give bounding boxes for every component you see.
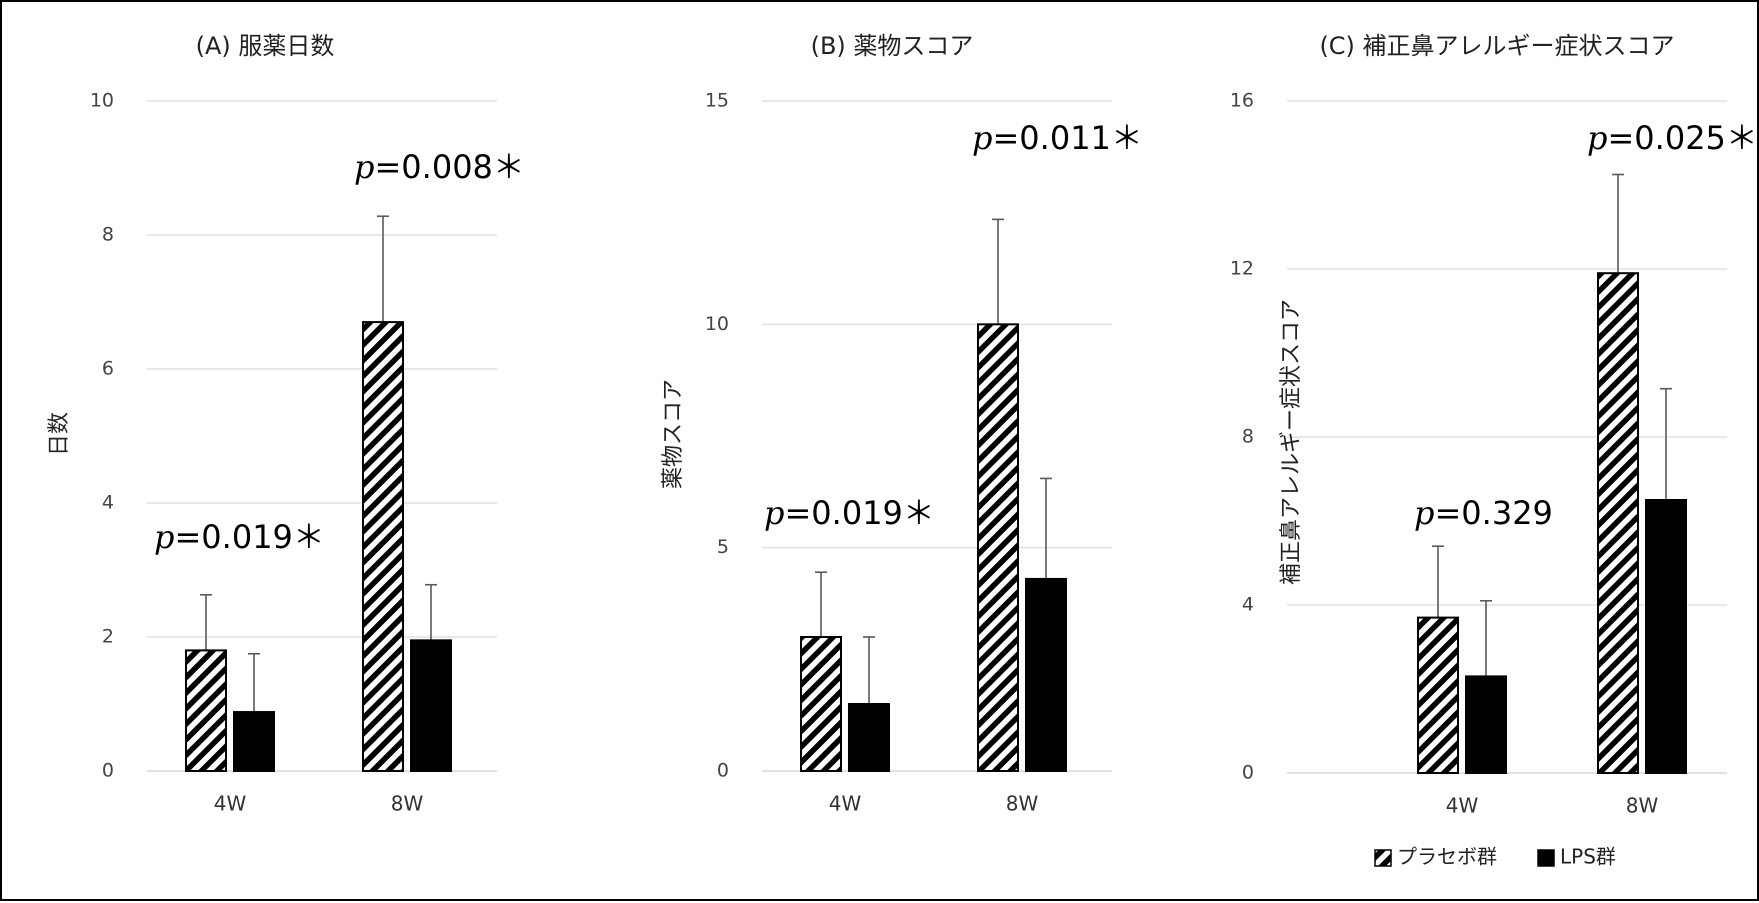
p-value-annotation: p=0.008＊ [354,148,525,187]
p-value-text: =0.019＊ [174,518,324,556]
x-tick-label: 4W [214,792,247,816]
chart-title: (C) 補正鼻アレルギー症状スコア [1319,32,1674,60]
legend-swatch-placebo [1374,849,1392,867]
bar-placebo [362,321,404,772]
bar-lps [1025,577,1067,773]
p-value-annotation: p=0.025＊ [1587,119,1758,158]
p-value-text: =0.019＊ [784,494,934,532]
chart-title: (A) 服薬日数 [196,32,335,60]
p-value-annotation: p=0.329 [1414,494,1553,533]
y-tick-label: 5 [717,536,729,558]
legend-label: LPS群 [1560,845,1616,869]
bars-layer [185,173,1687,775]
bar-placebo [1417,616,1459,774]
legend: プラセボ群 LPS群 [1374,845,1616,869]
legend-label: プラセボ群 [1397,845,1497,869]
y-tick-label: 0 [102,760,114,782]
x-tick-label: 8W [1626,794,1659,818]
y-axis-label: 補正鼻アレルギー症状スコア [1279,299,1304,585]
y-tick-label: 12 [1230,258,1254,280]
bar-placebo [977,323,1019,772]
y-tick-label: 0 [717,760,729,782]
p-value-annotation: p=0.019＊ [764,494,935,533]
y-axis-label: 薬物スコア [661,379,686,489]
y-tick-label: 6 [102,358,114,380]
p-symbol: p [972,119,992,157]
bar-lps [233,711,275,772]
x-tick-label: 4W [829,792,862,816]
y-tick-label: 4 [102,492,114,514]
x-tick-label: 4W [1446,794,1479,818]
y-tick-label: 8 [102,224,114,246]
y-tick-label: 10 [705,313,729,335]
bar-lps [410,639,452,772]
bar-lps [1645,499,1687,774]
p-value-text: =0.011＊ [992,119,1142,157]
p-value-text: =0.008＊ [374,148,524,186]
x-tick-label: 8W [391,792,424,816]
p-value-annotation: p=0.011＊ [972,119,1143,158]
chart-title: (B) 薬物スコア [811,32,974,60]
bar-lps [848,703,890,772]
p-symbol: p [1414,494,1434,532]
p-value-annotation: p=0.019＊ [154,518,325,557]
bar-placebo [800,636,842,772]
y-tick-label: 15 [705,90,729,112]
p-value-text: =0.329 [1434,494,1552,532]
legend-swatch-lps [1537,849,1555,867]
x-tick-label: 8W [1006,792,1039,816]
p-symbol: p [1587,119,1607,157]
p-symbol: p [154,518,174,556]
bar-lps [1465,675,1507,775]
y-tick-label: 8 [1242,426,1254,448]
y-tick-label: 4 [1242,594,1254,616]
bar-placebo [185,649,227,773]
y-tick-label: 10 [90,90,114,112]
p-symbol: p [354,148,374,186]
y-tick-label: 2 [102,626,114,648]
y-tick-label: 0 [1242,762,1254,784]
p-value-text: =0.025＊ [1607,119,1757,157]
y-axis-label: 日数 [47,412,72,456]
y-tick-label: 16 [1230,90,1254,112]
p-symbol: p [764,494,784,532]
gridlines-layer [147,100,1727,774]
bar-placebo [1597,272,1639,774]
